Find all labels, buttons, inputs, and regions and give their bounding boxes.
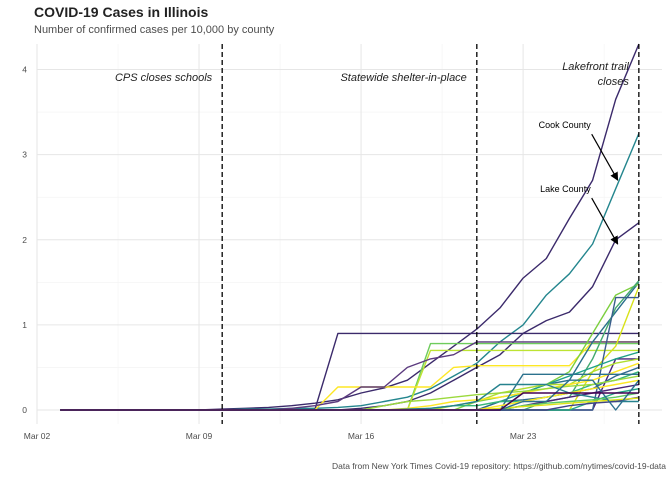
event-label: Lakefront trail — [562, 61, 629, 73]
y-tick-label: 2 — [22, 235, 27, 245]
axis-labels: 0 1 2 3 4 Mar 02 Mar 09 Mar 16 Mar 23 — [22, 65, 536, 441]
county-label: Lake County — [540, 184, 591, 194]
y-tick-label: 1 — [22, 320, 27, 330]
series-line — [60, 133, 640, 411]
y-tick-label: 4 — [22, 65, 27, 75]
x-tick-label: Mar 23 — [510, 431, 537, 441]
annotation-arrow — [591, 133, 619, 181]
chart-subtitle: Number of confirmed cases per 10,000 by … — [34, 24, 275, 36]
y-tick-label: 0 — [22, 405, 27, 415]
event-label: closes — [598, 76, 630, 88]
series-lines — [60, 43, 640, 411]
series-line — [60, 280, 640, 411]
annotation-arrow — [591, 197, 619, 245]
chart-caption: Data from New York Times Covid-19 reposi… — [331, 461, 666, 471]
x-tick-label: Mar 09 — [186, 431, 213, 441]
series-line — [60, 43, 640, 411]
series-line — [60, 392, 639, 411]
event-label: CPS closes schools — [115, 72, 213, 84]
x-tick-label: Mar 02 — [24, 431, 51, 441]
series-line — [60, 396, 640, 411]
series-line — [60, 283, 640, 411]
county-label: Cook County — [539, 120, 592, 130]
series-line — [60, 281, 640, 411]
chart-title: COVID-19 Cases in Illinois — [34, 4, 209, 20]
x-tick-label: Mar 16 — [348, 431, 375, 441]
series-line — [60, 332, 639, 411]
y-tick-label: 3 — [22, 150, 27, 160]
grid-layer — [36, 44, 662, 424]
event-label: Statewide shelter-in-place — [340, 72, 466, 84]
series-line — [60, 286, 640, 411]
event-markers: CPS closes schools Statewide shelter-in-p… — [115, 44, 640, 424]
county-annotations: Cook County Lake County — [539, 120, 619, 245]
